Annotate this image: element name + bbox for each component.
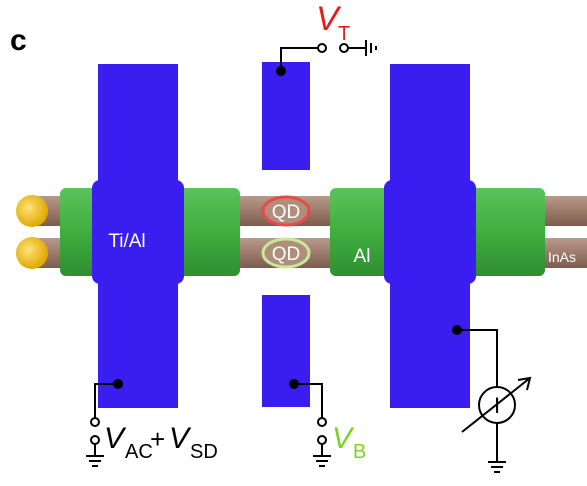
vac-s1: AC	[125, 441, 153, 463]
vac-v1: V	[104, 422, 127, 455]
vac-sd-circuit	[86, 383, 118, 467]
al-label: Al	[354, 246, 371, 267]
vac-s2: SD	[190, 441, 218, 463]
ammeter-symbol: I	[494, 393, 500, 418]
tial-label: Ti/Al	[108, 231, 145, 252]
contact-top-yellow	[16, 195, 48, 227]
vt-label-sub: T	[338, 23, 350, 45]
vb-label-main: V	[332, 422, 355, 455]
vac-plus: +	[150, 424, 165, 454]
ammeter-circuit	[457, 329, 532, 473]
vt-circuit	[280, 40, 377, 71]
al-segment-2	[170, 188, 240, 276]
vt-label-main: V	[316, 0, 342, 38]
vac-v2: V	[169, 422, 192, 455]
panel-letter: c	[10, 24, 27, 57]
tial-contact-left	[92, 64, 184, 408]
contact-bottom-yellow	[16, 237, 48, 269]
contact-right	[384, 64, 476, 408]
al-segment-4	[470, 188, 545, 276]
qd-top	[261, 195, 311, 227]
vb-label-sub: B	[353, 441, 366, 463]
inas-label: InAs	[548, 249, 576, 265]
top-gate	[262, 62, 310, 170]
bottom-gate	[262, 295, 310, 407]
qd-top-label: QD	[272, 202, 301, 223]
qd-bottom-label: QD	[272, 244, 301, 265]
al-segment-3	[330, 188, 400, 276]
qd-bottom	[261, 237, 311, 269]
vb-circuit	[294, 383, 331, 467]
